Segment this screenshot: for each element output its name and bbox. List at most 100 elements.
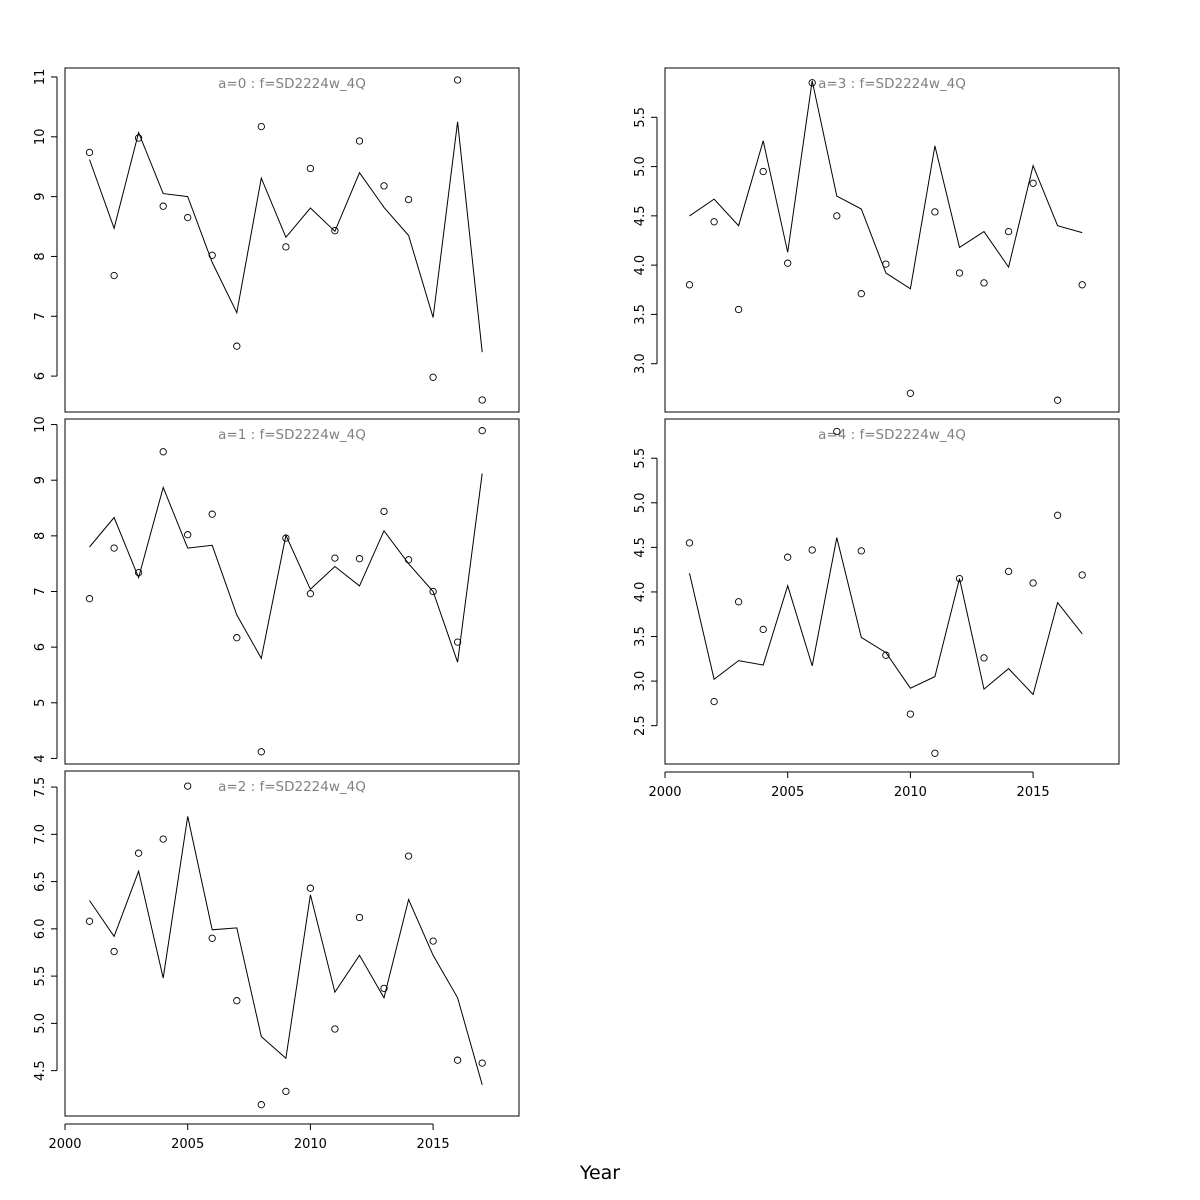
- y-tick-label: 7.5: [33, 777, 48, 798]
- observed-point: [906, 710, 915, 718]
- observed-point: [784, 553, 792, 561]
- observed-point: [85, 148, 94, 157]
- x-tick-label: 2010: [294, 1137, 327, 1152]
- observed-point: [159, 202, 167, 210]
- observed-point: [331, 554, 339, 562]
- y-tick-label: 5.5: [633, 107, 648, 128]
- observed-point: [882, 260, 890, 268]
- observed-point: [710, 697, 718, 706]
- observed-point: [453, 1056, 462, 1064]
- observed-point: [257, 748, 265, 756]
- observed-point: [1004, 227, 1013, 236]
- observed-point: [857, 290, 865, 298]
- observed-point: [159, 448, 167, 456]
- y-tick-label: 7: [33, 587, 48, 595]
- plot-frame: [664, 67, 1120, 413]
- observed-point: [257, 1101, 265, 1109]
- observed-point: [980, 654, 988, 662]
- y-tick-label: 5.5: [633, 448, 648, 469]
- y-tick-label: 4: [33, 754, 48, 762]
- y-tick-label: 7.0: [33, 824, 48, 845]
- y-tick-label: 5.0: [633, 492, 648, 513]
- y-tick-label: 5.0: [33, 1013, 48, 1034]
- observed-point: [355, 137, 364, 145]
- observed-point: [759, 167, 767, 176]
- observed-point: [233, 342, 241, 350]
- y-tick-label: 9: [33, 476, 48, 484]
- observed-point: [282, 534, 290, 542]
- observed-point: [404, 556, 413, 564]
- observed-point: [355, 913, 364, 922]
- observed-point: [208, 251, 216, 259]
- y-tick-label: 3.0: [633, 353, 648, 374]
- observed-point: [478, 1059, 486, 1067]
- y-tick-label: 8: [33, 252, 48, 260]
- y-tick-label: 4.0: [633, 255, 648, 276]
- observed-point: [184, 213, 192, 222]
- plot-frame: [64, 67, 520, 413]
- panel-2: a=2 : f=SD2224w_4Q 4.5 5.0 5.5 6.0 6.5 7.0 7.5 2…: [33, 770, 520, 1152]
- observed-point: [282, 1087, 290, 1096]
- observed-point: [1029, 179, 1037, 187]
- observed-point: [980, 279, 988, 287]
- observed-point: [110, 544, 118, 552]
- observed-point: [380, 182, 388, 190]
- observed-point: [306, 590, 315, 598]
- panel-4: a=4 : f=SD2224w_4Q 2.5 3.0 3.5 4.0 4.5 5.0 5.5 2…: [633, 418, 1120, 800]
- panel-title: a=2 : f=SD2224w_4Q: [218, 779, 366, 795]
- panel-1: a=1 : f=SD2224w_4Q 4 5 6 7 8 9 10: [33, 416, 520, 765]
- y-tick-label: 7: [33, 312, 48, 320]
- x-tick-label: 2000: [648, 785, 681, 800]
- observed-point: [453, 76, 462, 84]
- panel-title: a=0 : f=SD2224w_4Q: [218, 76, 366, 92]
- y-tick-label: 4.0: [633, 582, 648, 603]
- observed-point: [134, 849, 143, 857]
- x-tick-label: 2005: [771, 785, 804, 800]
- plot-frame: [64, 770, 520, 1117]
- observed-point: [233, 634, 241, 642]
- fitted-line: [89, 816, 483, 1085]
- y-tick-label: 10: [33, 129, 48, 146]
- observed-point: [931, 749, 939, 757]
- observed-point: [833, 427, 841, 436]
- observed-point: [380, 984, 388, 993]
- observed-point: [208, 510, 216, 518]
- observed-point: [233, 997, 241, 1005]
- observed-point: [208, 934, 216, 942]
- observed-point: [478, 396, 486, 404]
- y-tick-label: 9: [33, 192, 48, 200]
- observed-point: [159, 835, 167, 843]
- y-tick-label: 11: [33, 69, 48, 86]
- panel-title: a=3 : f=SD2224w_4Q: [818, 76, 966, 92]
- observed-point: [110, 947, 118, 956]
- observed-point: [404, 852, 413, 860]
- observed-point: [429, 587, 437, 596]
- observed-point: [184, 531, 192, 539]
- x-tick-label: 2015: [1017, 785, 1050, 800]
- panel-title: a=4 : f=SD2224w_4Q: [818, 427, 966, 443]
- observed-point: [1004, 567, 1013, 576]
- observed-point: [1053, 511, 1062, 519]
- panel-0: a=0 : f=SD2224w_4Q 6 7 8 9 10 11: [33, 67, 520, 413]
- y-tick-label: 6.0: [33, 919, 48, 940]
- observed-point: [882, 651, 890, 659]
- observed-point: [906, 389, 915, 397]
- y-tick-label: 4.5: [633, 206, 648, 227]
- plot-frame: [664, 418, 1120, 765]
- observed-point: [85, 917, 94, 925]
- observed-point: [808, 546, 816, 554]
- panel-3: a=3 : f=SD2224w_4Q 3.0 3.5 4.0 4.5 5.0 5.5: [633, 67, 1120, 413]
- y-tick-label: 3.5: [633, 626, 648, 647]
- fitted-line: [689, 537, 1083, 696]
- fitted-line: [89, 473, 483, 663]
- observed-point: [331, 1025, 339, 1033]
- y-tick-label: 6.5: [33, 871, 48, 892]
- x-tick-label: 2010: [894, 785, 927, 800]
- observed-point: [734, 305, 743, 314]
- y-tick-label: 5.0: [633, 156, 648, 177]
- observed-point: [85, 595, 94, 603]
- y-tick-label: 8: [33, 532, 48, 540]
- observed-point: [784, 259, 792, 267]
- plot-frame: [64, 418, 520, 765]
- observed-point: [685, 281, 694, 289]
